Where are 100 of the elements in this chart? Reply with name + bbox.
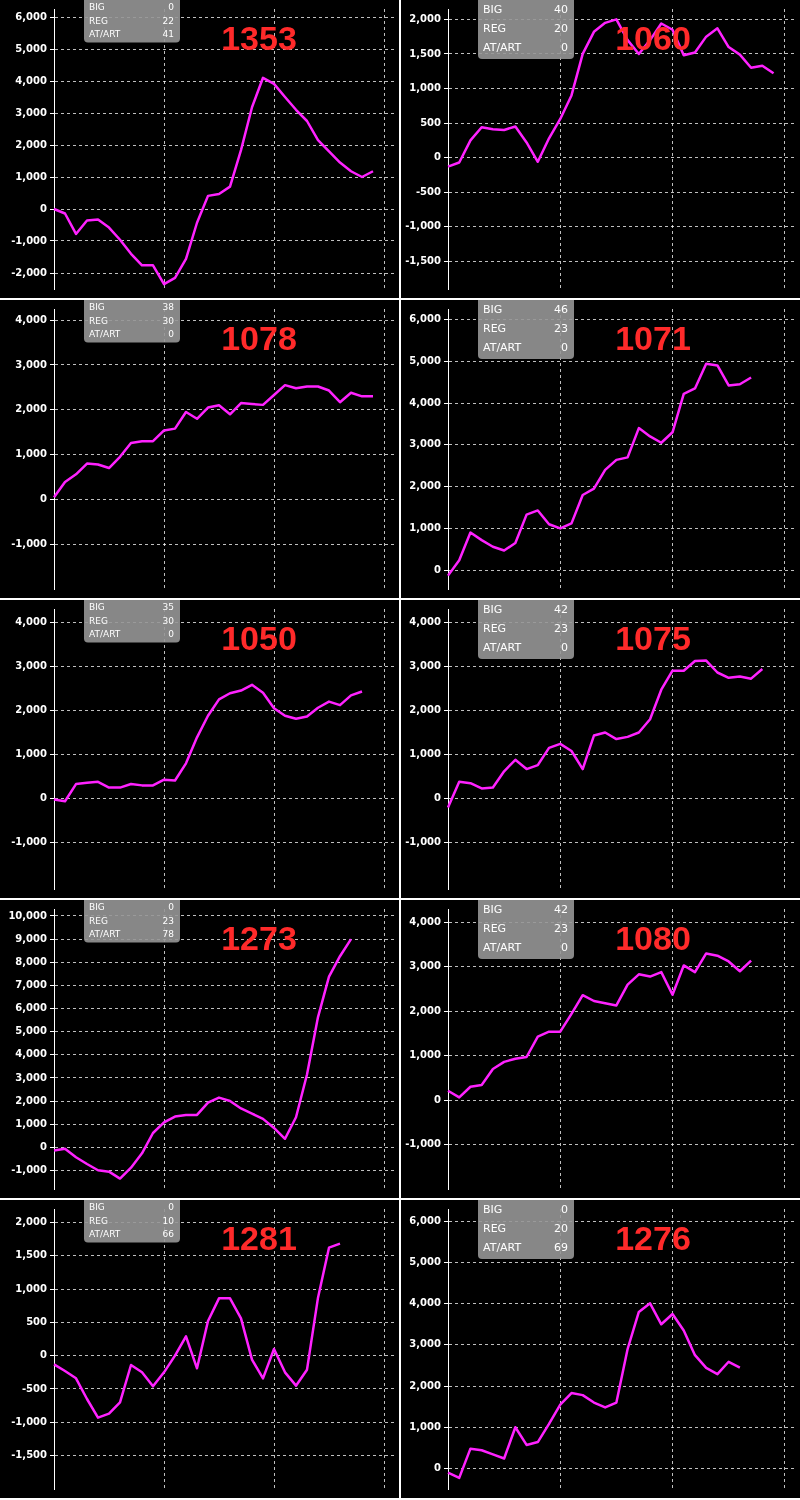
annotation: REG bbox=[483, 322, 507, 336]
annotation: BIG bbox=[483, 1203, 503, 1217]
y-tick-label: 2,000 bbox=[15, 1094, 48, 1106]
annotation: 0 bbox=[168, 2, 175, 13]
y-tick-label: 0 bbox=[434, 1462, 442, 1474]
annotation: 23 bbox=[554, 322, 568, 336]
annotation: 0 bbox=[168, 902, 175, 913]
annotation: 23 bbox=[554, 922, 568, 936]
annotation: 30 bbox=[162, 615, 175, 626]
y-tick-label: -1,500 bbox=[405, 254, 442, 266]
annotation: AT/ART bbox=[89, 329, 121, 340]
y-tick-label: 5,000 bbox=[409, 354, 442, 366]
annotation: 23 bbox=[162, 915, 174, 926]
y-tick-label: -1,000 bbox=[11, 1164, 48, 1176]
y-tick-label: 4,000 bbox=[15, 615, 48, 627]
y-tick-label: 0 bbox=[40, 202, 48, 214]
y-tick-label: 1,000 bbox=[15, 1117, 48, 1129]
y-tick-label: 1,000 bbox=[15, 1282, 48, 1294]
y-tick-label: 1,000 bbox=[15, 748, 48, 760]
annotation: 0 bbox=[561, 41, 568, 55]
annotation: AT/ART bbox=[483, 41, 522, 55]
y-tick-label: 3,000 bbox=[15, 106, 48, 118]
annotation: BIG bbox=[89, 1202, 105, 1213]
annotation: REG bbox=[89, 15, 108, 26]
chart-title: 1281 bbox=[221, 1219, 297, 1257]
annotation: AT/ART bbox=[89, 29, 121, 40]
annotation: 0 bbox=[561, 641, 568, 655]
chart-title: 1078 bbox=[221, 319, 297, 357]
y-tick-label: 500 bbox=[26, 1315, 48, 1327]
annotation: 42 bbox=[554, 903, 568, 917]
y-tick-label: 2,000 bbox=[409, 480, 442, 492]
y-tick-label: 0 bbox=[434, 1093, 442, 1105]
y-tick-label: 2,000 bbox=[409, 1379, 442, 1391]
y-tick-label: 2,000 bbox=[409, 704, 442, 716]
annotation: 0 bbox=[561, 1203, 568, 1217]
y-tick-label: -1,000 bbox=[11, 1415, 48, 1427]
y-tick-label: 3,000 bbox=[409, 1338, 442, 1350]
y-tick-label: 4,000 bbox=[409, 396, 442, 408]
y-tick-label: 1,000 bbox=[15, 448, 48, 460]
annotation: REG bbox=[89, 315, 108, 326]
annotation: BIG bbox=[483, 303, 503, 317]
y-tick-label: -1,000 bbox=[11, 234, 48, 246]
y-tick-label: -500 bbox=[415, 185, 442, 197]
y-tick-label: 4,000 bbox=[15, 1048, 48, 1060]
annotation: 46 bbox=[554, 303, 568, 317]
annotation: BIG bbox=[89, 2, 105, 13]
y-tick-label: 1,500 bbox=[409, 47, 442, 59]
y-tick-label: -500 bbox=[21, 1382, 48, 1394]
y-tick-label: 2,000 bbox=[15, 138, 48, 150]
annotation: 0 bbox=[561, 941, 568, 955]
annotation: REG bbox=[89, 1215, 108, 1226]
annotation: AT/ART bbox=[483, 941, 522, 955]
y-tick-label: 2,000 bbox=[409, 1004, 442, 1016]
annotation: 41 bbox=[162, 29, 174, 40]
chart-title: 1050 bbox=[221, 619, 297, 657]
y-tick-label: 6,000 bbox=[15, 1002, 48, 1014]
annotation: 0 bbox=[168, 629, 175, 640]
y-tick-label: 3,000 bbox=[409, 659, 442, 671]
y-tick-label: 4,000 bbox=[409, 615, 442, 627]
annotation: AT/ART bbox=[89, 629, 121, 640]
y-tick-label: 2,000 bbox=[15, 1215, 48, 1227]
annotation: BIG bbox=[89, 302, 105, 313]
y-tick-label: 1,000 bbox=[409, 522, 442, 533]
annotation: 66 bbox=[162, 1229, 175, 1240]
annotation: 20 bbox=[554, 22, 568, 36]
annotation: AT/ART bbox=[89, 929, 121, 940]
y-tick-label: 0 bbox=[434, 151, 442, 163]
y-tick-label: 4,000 bbox=[409, 1297, 442, 1309]
y-tick-label: -1,500 bbox=[11, 1449, 48, 1461]
y-tick-label: -1,000 bbox=[11, 537, 48, 549]
annotation: REG bbox=[483, 1222, 507, 1236]
y-tick-label: 2,000 bbox=[15, 704, 48, 716]
annotation: 22 bbox=[162, 15, 174, 26]
y-tick-label: 1,000 bbox=[409, 748, 442, 760]
annotation: AT/ART bbox=[483, 641, 522, 655]
y-tick-label: 8,000 bbox=[15, 955, 48, 967]
annotation: AT/ART bbox=[89, 1229, 121, 1240]
y-tick-label: 10,000 bbox=[8, 909, 48, 921]
y-tick-label: 1,000 bbox=[15, 170, 48, 182]
annotation: 0 bbox=[168, 329, 175, 340]
y-tick-label: 6,000 bbox=[409, 313, 442, 325]
annotation: REG bbox=[89, 915, 108, 926]
y-tick-label: 0 bbox=[434, 792, 442, 804]
annotation: 78 bbox=[162, 929, 175, 940]
y-tick-label: 0 bbox=[40, 792, 48, 804]
y-tick-label: 5,000 bbox=[15, 42, 48, 54]
annotation: AT/ART bbox=[483, 341, 522, 355]
y-tick-label: -2,000 bbox=[11, 266, 48, 278]
y-tick-label: 1,000 bbox=[409, 1420, 442, 1432]
y-tick-label: -1,000 bbox=[11, 836, 48, 848]
y-tick-label: 0 bbox=[40, 1140, 48, 1152]
y-tick-label: 9,000 bbox=[15, 932, 48, 944]
annotation: 40 bbox=[554, 3, 568, 17]
y-tick-label: 500 bbox=[420, 116, 442, 128]
y-tick-label: 3,000 bbox=[409, 960, 442, 972]
y-tick-label: 0 bbox=[434, 563, 442, 575]
annotation: AT/ART bbox=[483, 1241, 522, 1255]
y-tick-label: 1,500 bbox=[15, 1249, 48, 1261]
y-tick-label: 1,000 bbox=[409, 82, 442, 94]
y-tick-label: 2,000 bbox=[15, 403, 48, 415]
